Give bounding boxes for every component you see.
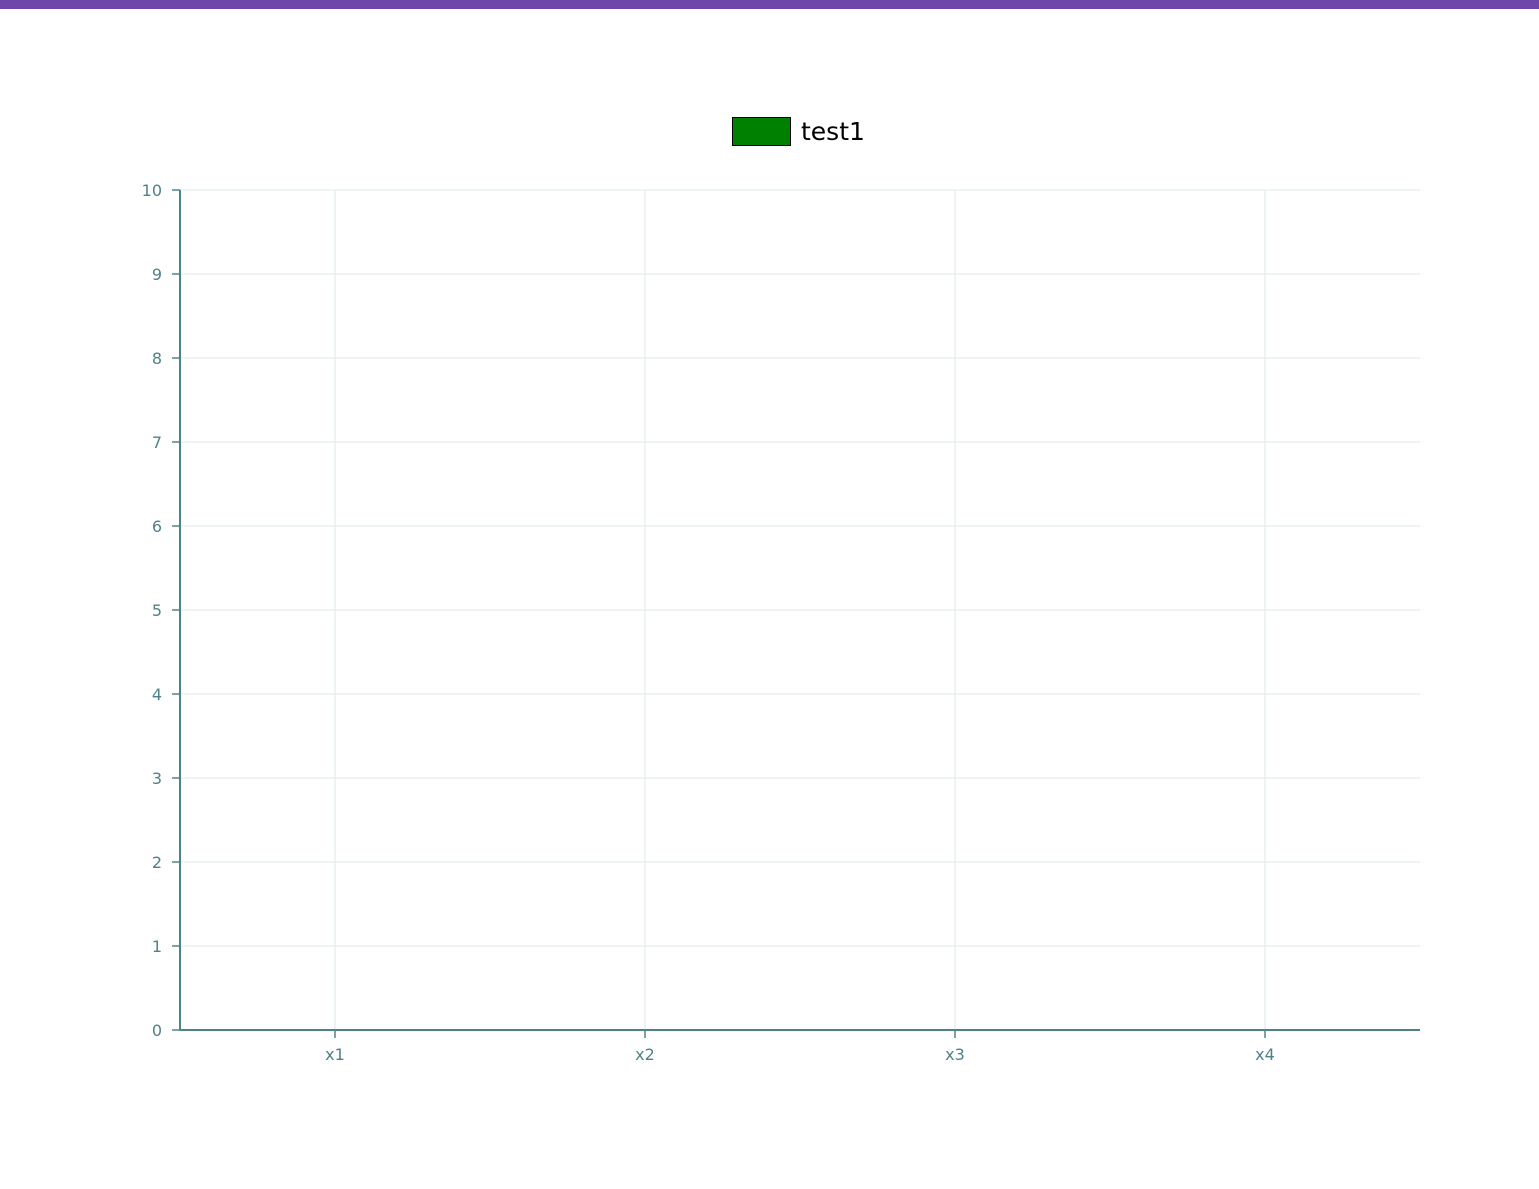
y-tick-label: 8 <box>152 349 162 368</box>
y-tick-label: 3 <box>152 769 162 788</box>
y-tick-label: 10 <box>142 181 162 200</box>
y-tick-label: 9 <box>152 265 162 284</box>
top-accent-bar <box>0 0 1539 9</box>
legend-label-test1[interactable]: test1 <box>801 116 865 146</box>
y-tick-label: 5 <box>152 601 162 620</box>
y-tick-label: 7 <box>152 433 162 452</box>
x-tick-label: x3 <box>945 1045 965 1064</box>
y-tick-label: 4 <box>152 685 162 704</box>
y-tick-label: 2 <box>152 853 162 872</box>
x-tick-label: x1 <box>325 1045 345 1064</box>
y-tick-label: 6 <box>152 517 162 536</box>
y-axis-ticks: 0 1 2 3 4 5 6 7 8 9 10 <box>142 181 162 1040</box>
chart-legend: test1 <box>732 114 865 148</box>
axes <box>172 189 1420 1038</box>
y-tick-label: 0 <box>152 1021 162 1040</box>
grid-lines <box>180 189 1420 1030</box>
x-axis-ticks: x1 x2 x3 x4 <box>325 1045 1275 1064</box>
x-tick-label: x2 <box>635 1045 655 1064</box>
x-tick-label: x4 <box>1255 1045 1275 1064</box>
y-tick-label: 1 <box>152 937 162 956</box>
legend-swatch-test1[interactable] <box>732 116 791 146</box>
